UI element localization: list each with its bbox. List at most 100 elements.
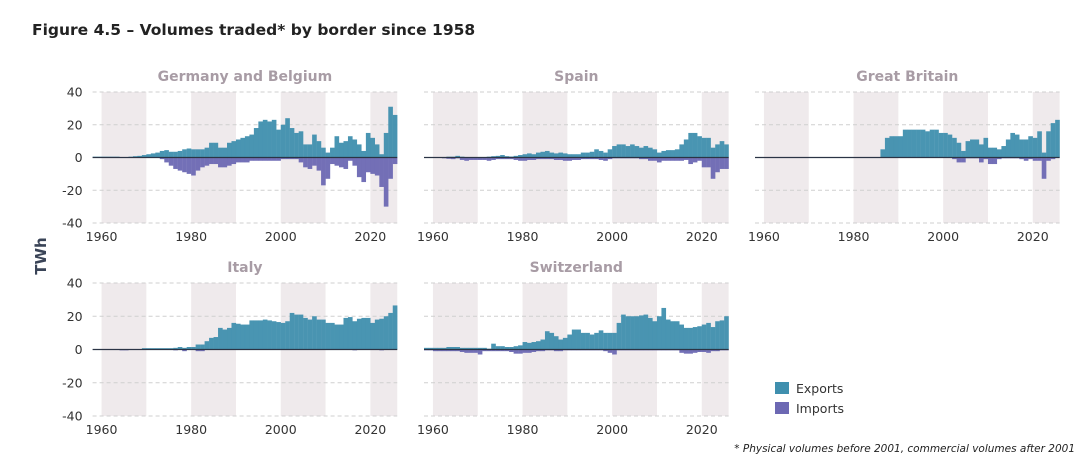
bar-exports-1989: [563, 338, 568, 350]
bar-exports-2019: [1028, 136, 1033, 157]
bar-exports-2021: [1037, 131, 1042, 157]
bar-exports-1985: [545, 331, 550, 349]
bar-exports-2001: [948, 135, 953, 158]
bar-exports-2023: [384, 133, 389, 158]
bar-exports-1991: [240, 325, 245, 350]
bar-exports-2016: [352, 321, 357, 349]
x-tick-label: 1980: [175, 422, 207, 437]
bar-exports-1992: [245, 136, 250, 157]
bar-imports-2013: [339, 158, 344, 168]
bar-imports-1992: [245, 158, 250, 163]
bar-exports-1982: [200, 345, 205, 350]
bar-exports-1997: [267, 121, 272, 157]
bar-exports-2000: [281, 323, 286, 350]
legend-label-exports: Exports: [796, 381, 843, 396]
bar-exports-2023: [384, 316, 389, 349]
bar-exports-1992: [576, 330, 581, 350]
bar-exports-2025: [724, 316, 729, 349]
bar-exports-2021: [375, 320, 380, 350]
bar-imports-1991: [240, 158, 245, 163]
bar-imports-2022: [1042, 158, 1047, 179]
x-tick-label: 1960: [417, 229, 449, 244]
bar-imports-1987: [223, 158, 228, 168]
bar-exports-2020: [702, 325, 707, 350]
bar-exports-2001: [617, 144, 622, 157]
y-tick-label: -40: [62, 409, 82, 424]
bar-exports-1983: [536, 341, 541, 349]
bar-exports-1981: [196, 345, 201, 350]
panel-title: Spain: [554, 69, 598, 85]
bar-imports-1970: [478, 350, 483, 355]
bar-imports-1978: [514, 350, 519, 354]
bar-exports-1991: [572, 330, 577, 350]
bar-exports-1989: [894, 136, 899, 157]
bar-exports-2009: [652, 149, 657, 157]
bar-exports-2005: [303, 318, 308, 350]
bar-imports-2011: [992, 158, 997, 165]
bar-exports-1973: [160, 151, 165, 158]
bar-exports-2008: [979, 144, 984, 157]
y-tick-label: -20: [62, 183, 82, 198]
bar-exports-1998: [603, 153, 608, 158]
bar-exports-2006: [639, 148, 644, 158]
bar-exports-2004: [299, 315, 304, 350]
x-tick-label: 1980: [507, 422, 539, 437]
bar-imports-2004: [299, 158, 304, 163]
bar-exports-2006: [308, 144, 313, 157]
bar-imports-2009: [321, 158, 326, 186]
bar-imports-1983: [205, 158, 210, 166]
bar-exports-2011: [330, 148, 335, 158]
panel-title: Great Britain: [856, 69, 958, 85]
bar-imports-2010: [326, 158, 331, 179]
bar-exports-1989: [231, 141, 236, 157]
bar-exports-1997: [930, 130, 935, 158]
bar-exports-2003: [294, 315, 299, 350]
bar-exports-2015: [679, 325, 684, 350]
bar-exports-2017: [1019, 139, 1024, 157]
bar-exports-2002: [290, 313, 295, 350]
bar-exports-2011: [992, 148, 997, 158]
bar-exports-1992: [245, 325, 250, 350]
bar-exports-2007: [312, 135, 317, 158]
bar-exports-1994: [254, 128, 259, 157]
bar-exports-1996: [594, 333, 599, 350]
bar-exports-2009: [321, 148, 326, 158]
bar-exports-1983: [205, 341, 210, 349]
bar-exports-1982: [200, 149, 205, 157]
bar-exports-1975: [169, 152, 174, 158]
bar-exports-2021: [706, 138, 711, 158]
bar-exports-2010: [326, 153, 331, 158]
bar-exports-2014: [343, 318, 348, 350]
bar-exports-1978: [182, 149, 187, 157]
y-tick-label: 0: [75, 150, 83, 165]
bar-exports-2012: [666, 150, 671, 157]
bar-exports-2019: [697, 136, 702, 157]
bar-exports-2010: [988, 148, 993, 158]
bar-exports-1994: [916, 130, 921, 158]
bar-exports-1994: [585, 153, 590, 158]
bar-exports-1991: [240, 138, 245, 158]
bar-exports-2023: [715, 321, 720, 349]
bar-imports-2010: [988, 158, 993, 165]
x-tick-label: 2020: [686, 229, 718, 244]
bar-exports-2000: [612, 333, 617, 350]
bar-exports-1984: [540, 152, 545, 158]
bar-exports-2016: [352, 139, 357, 157]
bar-exports-1986: [880, 149, 885, 157]
bar-exports-1985: [545, 151, 550, 158]
bar-exports-1989: [563, 153, 568, 157]
x-tick-label: 2020: [354, 422, 386, 437]
panel-title: Italy: [227, 260, 262, 276]
bar-exports-2013: [339, 325, 344, 350]
bar-exports-1998: [934, 130, 939, 158]
bar-imports-2010: [657, 158, 662, 163]
bar-exports-2025: [724, 144, 729, 157]
bar-imports-2025: [724, 158, 729, 169]
x-tick-label: 1960: [86, 229, 118, 244]
x-tick-label: 2000: [265, 229, 297, 244]
bar-exports-2021: [375, 144, 380, 157]
bar-exports-2012: [335, 136, 340, 157]
